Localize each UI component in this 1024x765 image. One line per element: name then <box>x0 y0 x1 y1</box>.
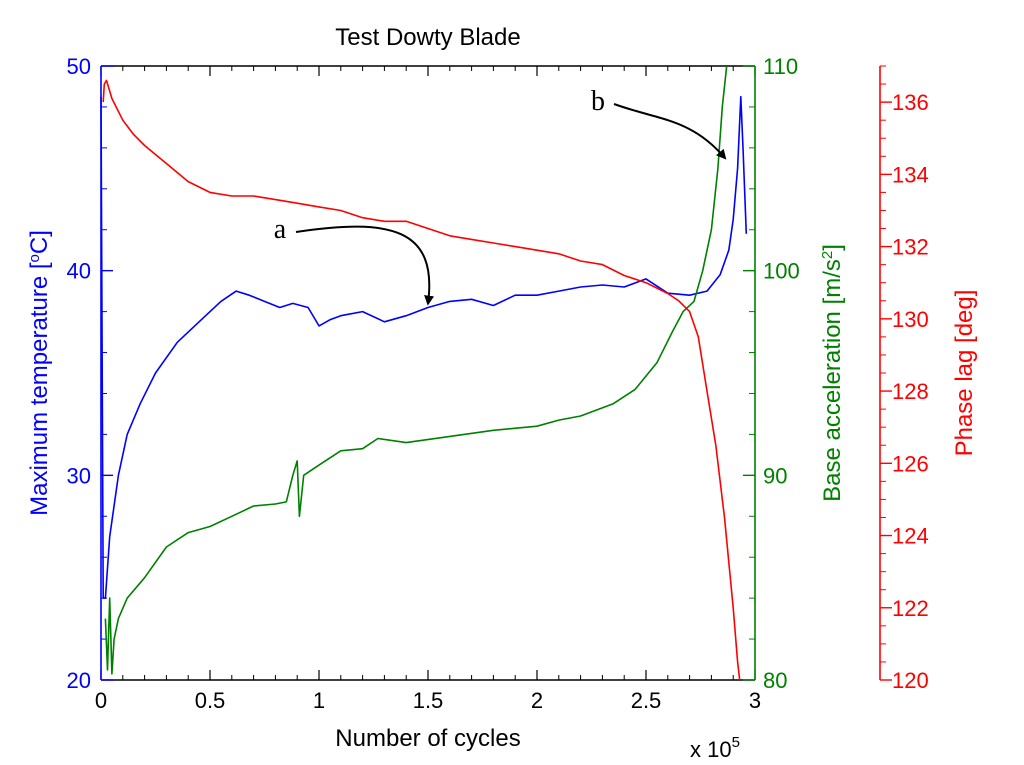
x-axis-multiplier: x 105 <box>690 734 740 762</box>
annotation-label: b <box>591 86 605 117</box>
annotations: ab <box>274 86 727 306</box>
x-tick-label: 2.5 <box>631 688 662 713</box>
y-tick-label: 134 <box>892 162 929 187</box>
y-tick-label: 128 <box>892 379 929 404</box>
series-line-phase <box>102 79 741 681</box>
y-tick-label: 110 <box>763 54 798 79</box>
y-tick-label: 80 <box>763 668 787 693</box>
x-axis-ticks: 0 0.5 1 1.5 2 2.5 3 <box>95 66 761 713</box>
y-tick-label: 124 <box>892 524 929 549</box>
y-axis-phase: 120 122 124 126 128 130 132 134 136 <box>879 65 929 693</box>
annotation-b: b <box>591 86 727 160</box>
y-axis-label-phase: Phase lag [deg] <box>951 290 978 457</box>
y-tick-label: 132 <box>892 235 929 260</box>
y-tick-label: 136 <box>892 90 929 115</box>
y-tick-label: 130 <box>892 307 929 332</box>
annotation-a: a <box>274 214 435 306</box>
y-tick-label: 122 <box>892 596 929 621</box>
y-axis-label-acceleration: Base acceleration [m/s2] <box>819 244 847 502</box>
y-axis-acceleration: 80 90 100 110 <box>743 54 800 693</box>
y-tick-label: 126 <box>892 451 929 476</box>
x-tick-label: 0.5 <box>195 688 226 713</box>
series-line-acceleration <box>104 65 728 675</box>
y-axis-label-temperature: Maximum temperature [oC] <box>26 230 54 516</box>
chart-title: Test Dowty Blade <box>335 24 520 51</box>
plot-frame <box>101 65 755 681</box>
x-tick-label: 1 <box>313 688 325 713</box>
annotation-arrow <box>613 103 727 160</box>
y-tick-label: 30 <box>67 463 91 488</box>
x-tick-label: 1.5 <box>413 688 444 713</box>
series-layer <box>100 65 748 681</box>
y-tick-label: 50 <box>67 54 91 79</box>
annotation-arrow <box>295 225 435 306</box>
x-tick-label: 0 <box>95 688 107 713</box>
y-axes: 2030405080901001101201221241261281301321… <box>67 54 929 693</box>
y-tick-label: 120 <box>892 668 929 693</box>
annotation-label: a <box>274 214 287 245</box>
x-tick-label: 2 <box>531 688 543 713</box>
x-tick-label: 3 <box>749 688 761 713</box>
series-line-temperature <box>100 95 748 599</box>
y-tick-label: 100 <box>763 259 800 284</box>
x-axis-label: Number of cycles <box>335 725 520 752</box>
y-tick-label: 20 <box>67 668 91 693</box>
y-tick-label: 90 <box>763 463 787 488</box>
y-tick-label: 40 <box>67 259 91 284</box>
